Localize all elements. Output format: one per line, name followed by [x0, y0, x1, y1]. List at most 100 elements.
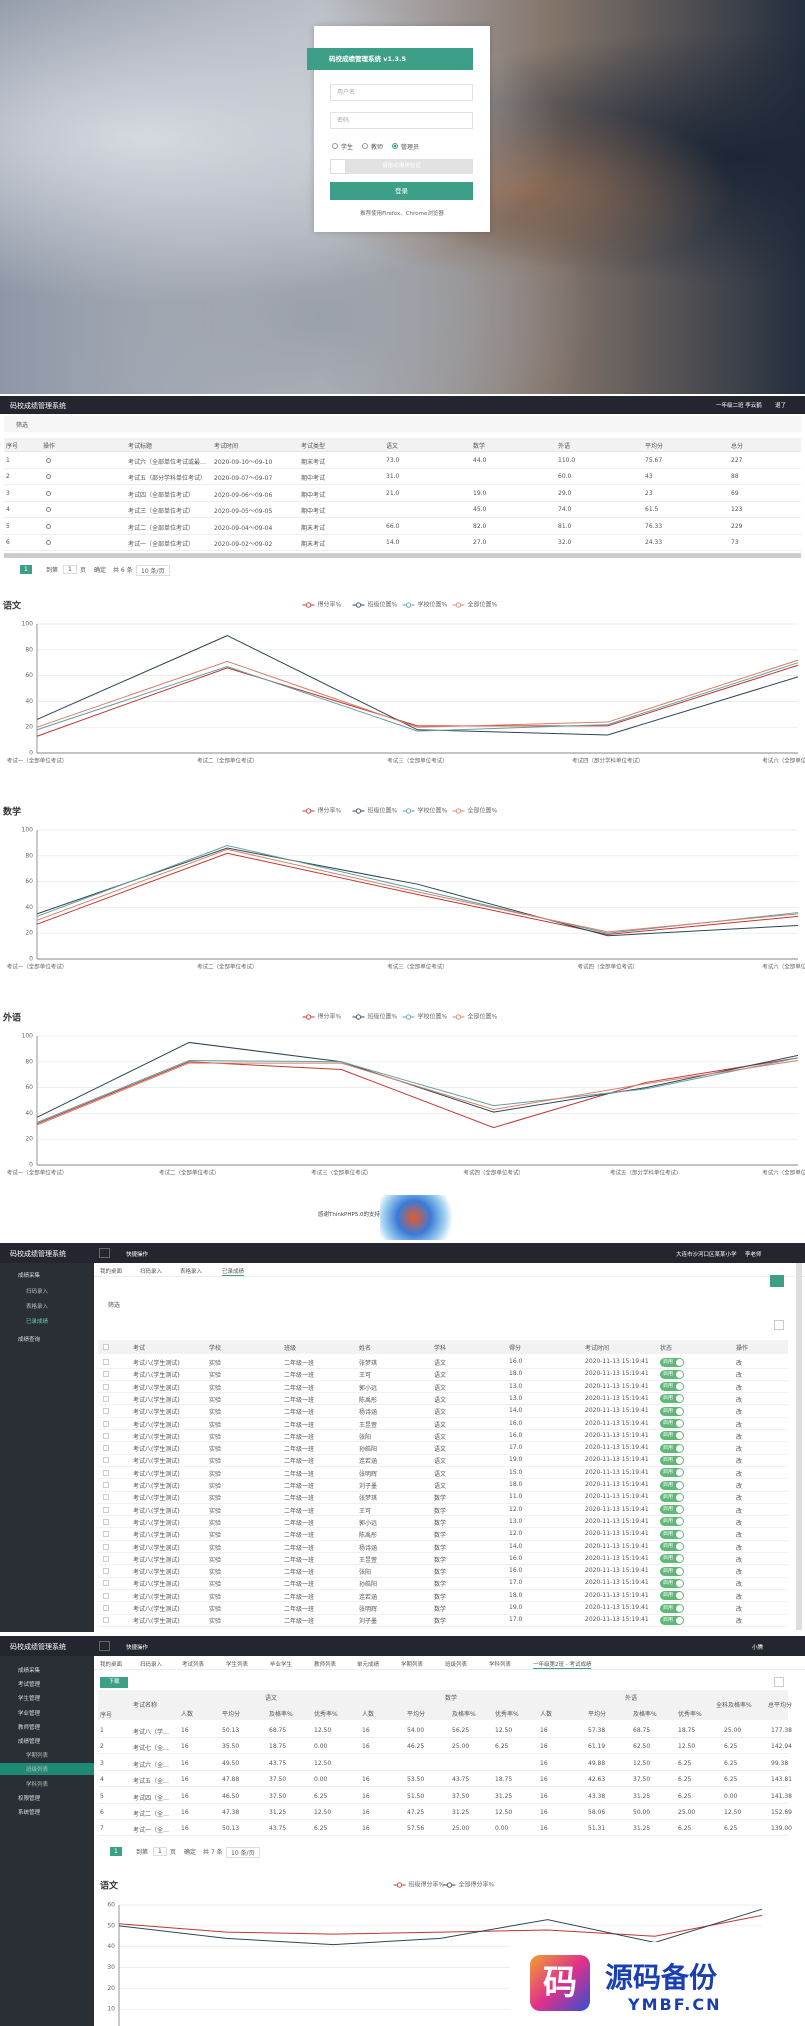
captcha-handle[interactable] [330, 159, 346, 174]
status-toggle[interactable]: 启用 [660, 1529, 684, 1539]
status-toggle[interactable]: 启用 [660, 1431, 684, 1441]
header-checkbox[interactable] [103, 1344, 109, 1350]
menu-item[interactable]: 权限管理 [18, 1795, 41, 1802]
menu-item[interactable]: 成绩采集 [18, 1668, 41, 1674]
column-toggle[interactable] [774, 1320, 784, 1330]
row-checkbox[interactable] [103, 1482, 109, 1488]
menu-item[interactable]: 系统管理 [18, 1810, 41, 1816]
status-toggle[interactable]: 启用 [660, 1615, 684, 1625]
tab[interactable]: 我的桌面 [100, 1662, 123, 1668]
pagination-item[interactable]: 确定 [94, 567, 107, 574]
table-cell[interactable]: 改 [736, 1532, 743, 1540]
tab[interactable]: 班级列表 [445, 1662, 468, 1668]
row-checkbox[interactable] [103, 1457, 109, 1464]
user-name[interactable]: 小腾 [752, 1645, 764, 1651]
row-checkbox[interactable] [103, 1555, 109, 1562]
tab[interactable]: 毕业学生 [270, 1662, 293, 1668]
quick-menu[interactable]: 快捷操作 [126, 1645, 149, 1651]
view-icon[interactable] [46, 458, 51, 463]
row-checkbox[interactable] [103, 1395, 109, 1402]
menu-item[interactable]: 学科列表 [26, 1781, 49, 1788]
menu-toggle[interactable] [99, 1248, 110, 1258]
status-toggle[interactable]: 启用 [660, 1603, 684, 1613]
view-icon[interactable] [46, 490, 51, 496]
status-toggle[interactable]: 启用 [660, 1406, 684, 1416]
pagination-item[interactable]: 1 [63, 565, 77, 574]
row-checkbox[interactable] [103, 1469, 109, 1476]
pagination-item[interactable]: 1 [110, 1847, 122, 1856]
status-toggle[interactable]: 启用 [660, 1578, 684, 1588]
status-toggle[interactable]: 启用 [660, 1369, 684, 1379]
table-cell[interactable]: 改 [736, 1556, 743, 1564]
menu-item[interactable]: 表格录入 [26, 1304, 49, 1310]
table-cell[interactable]: 改 [736, 1446, 743, 1454]
menu-toggle[interactable] [99, 1641, 110, 1651]
tab[interactable]: 我的桌面 [100, 1269, 123, 1275]
menu-item[interactable]: 学业管理 [18, 1710, 41, 1717]
row-checkbox[interactable] [103, 1580, 109, 1587]
pagination-item[interactable]: 10 条/页 [136, 565, 170, 576]
table-cell[interactable]: 改 [736, 1409, 743, 1417]
login-button[interactable]: 登录 [330, 182, 473, 200]
row-checkbox[interactable] [103, 1518, 109, 1525]
pagination-item[interactable]: 1 [153, 1847, 167, 1856]
column-toggle[interactable] [774, 1677, 784, 1687]
status-toggle[interactable]: 启用 [660, 1455, 684, 1465]
menu-item[interactable]: 扫码录入 [26, 1289, 49, 1295]
tab[interactable]: 表格录入 [180, 1269, 203, 1275]
menu-item[interactable]: 成绩管理 [18, 1739, 41, 1745]
tab[interactable]: 已录成绩 [222, 1269, 245, 1276]
table-cell[interactable]: 改 [736, 1384, 743, 1392]
row-checkbox[interactable] [103, 1592, 109, 1599]
row-checkbox[interactable] [103, 1445, 109, 1452]
tab[interactable]: 扫码录入 [140, 1662, 163, 1668]
row-checkbox[interactable] [103, 1371, 109, 1378]
row-checkbox[interactable] [103, 1568, 109, 1575]
menu-item[interactable]: 学期列表 [26, 1753, 49, 1760]
view-icon[interactable] [46, 507, 51, 513]
status-toggle[interactable]: 启用 [660, 1468, 684, 1478]
status-toggle[interactable]: 启用 [660, 1382, 684, 1392]
table-cell[interactable]: 改 [736, 1360, 743, 1367]
table-cell[interactable]: 改 [736, 1544, 743, 1552]
status-toggle[interactable]: 启用 [660, 1542, 684, 1551]
pagination-item[interactable]: 1 [20, 565, 32, 574]
status-toggle[interactable]: 启用 [660, 1554, 684, 1564]
table-cell[interactable]: 改 [736, 1470, 743, 1478]
status-toggle[interactable]: 启用 [660, 1517, 684, 1527]
captcha-slider[interactable]: 请拖动滑块验证 [330, 159, 473, 174]
role-radio[interactable] [332, 143, 338, 149]
view-icon[interactable] [46, 474, 51, 480]
table-cell[interactable]: 改 [736, 1433, 743, 1441]
row-checkbox[interactable] [103, 1605, 109, 1611]
status-toggle[interactable]: 启用 [660, 1394, 684, 1404]
table-cell[interactable]: 改 [736, 1593, 743, 1601]
quick-menu[interactable]: 快捷操作 [126, 1252, 149, 1258]
row-checkbox[interactable] [103, 1420, 109, 1427]
table-cell[interactable]: 改 [736, 1421, 743, 1429]
tab[interactable]: 扫码录入 [140, 1269, 163, 1275]
row-checkbox[interactable] [103, 1531, 109, 1538]
row-checkbox[interactable] [103, 1506, 109, 1513]
view-icon[interactable] [46, 523, 51, 529]
tab[interactable]: 学期列表 [401, 1662, 424, 1668]
menu-item[interactable]: 班级列表 [26, 1767, 49, 1774]
username-input[interactable]: 用户名 [330, 84, 473, 101]
table-cell[interactable]: 改 [736, 1519, 743, 1527]
tab[interactable]: 学生列表 [226, 1662, 249, 1668]
menu-item[interactable]: 成绩查询 [18, 1337, 41, 1343]
row-checkbox[interactable] [103, 1359, 109, 1365]
table-cell[interactable]: 改 [736, 1458, 743, 1466]
status-toggle[interactable]: 启用 [660, 1443, 684, 1453]
refresh-button[interactable] [770, 1275, 784, 1287]
view-icon[interactable] [46, 540, 51, 545]
filter-tab[interactable]: 筛选 [16, 422, 29, 429]
logout[interactable]: 退了 [775, 403, 787, 409]
row-checkbox[interactable] [103, 1383, 109, 1390]
menu-item[interactable]: 已录成绩 [26, 1319, 49, 1325]
download-button[interactable]: 下载 [100, 1677, 128, 1688]
status-toggle[interactable]: 启用 [660, 1480, 684, 1490]
status-toggle[interactable]: 启用 [660, 1357, 684, 1367]
tab[interactable]: 一年级第2班 - 考试成绩 [533, 1662, 592, 1669]
row-checkbox[interactable] [103, 1432, 109, 1439]
